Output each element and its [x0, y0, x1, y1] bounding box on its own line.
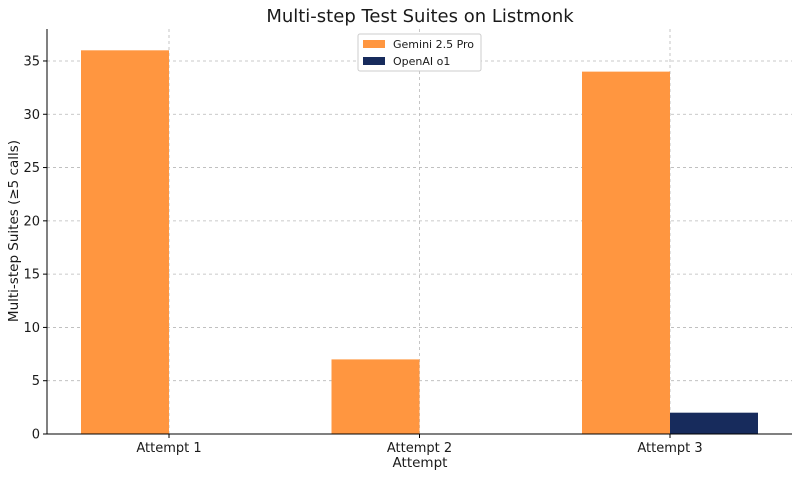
y-tick-label: 15: [23, 268, 40, 283]
chart-title: Multi-step Test Suites on Listmonk: [266, 6, 574, 27]
x-ticks: Attempt 1 Attempt 2 Attempt 3: [136, 434, 703, 456]
y-tick-label: 25: [23, 161, 40, 176]
y-tick-label: 35: [23, 54, 40, 69]
bar-openai-o1-3: [670, 412, 758, 434]
y-tick-label: 5: [32, 374, 40, 389]
bars: [81, 50, 758, 434]
bar-gemini-2-5-pro-3: [582, 71, 670, 434]
x-tick-label: Attempt 2: [387, 441, 452, 456]
x-tick-label: Attempt 1: [136, 441, 201, 456]
legend-label: Gemini 2.5 Pro: [393, 38, 474, 51]
x-tick-label: Attempt 3: [637, 441, 702, 456]
bar-gemini-2-5-pro-1: [81, 50, 169, 434]
x-axis-label: Attempt: [393, 455, 448, 471]
legend: Gemini 2.5 Pro OpenAI o1: [357, 33, 482, 72]
legend-swatch: [363, 40, 385, 48]
y-tick-label: 20: [23, 214, 40, 229]
y-tick-label: 0: [32, 428, 40, 443]
legend-label: OpenAI o1: [393, 55, 450, 68]
y-axis-label: Multi-step Suites (≥5 calls): [6, 140, 22, 322]
y-ticks: 0 5 10 15 20 25 30 35: [23, 54, 47, 443]
y-tick-label: 10: [23, 321, 40, 336]
legend-swatch: [363, 57, 385, 65]
y-tick-label: 30: [23, 108, 40, 123]
bar-gemini-2-5-pro-2: [331, 359, 420, 434]
legend-box: [357, 33, 482, 72]
